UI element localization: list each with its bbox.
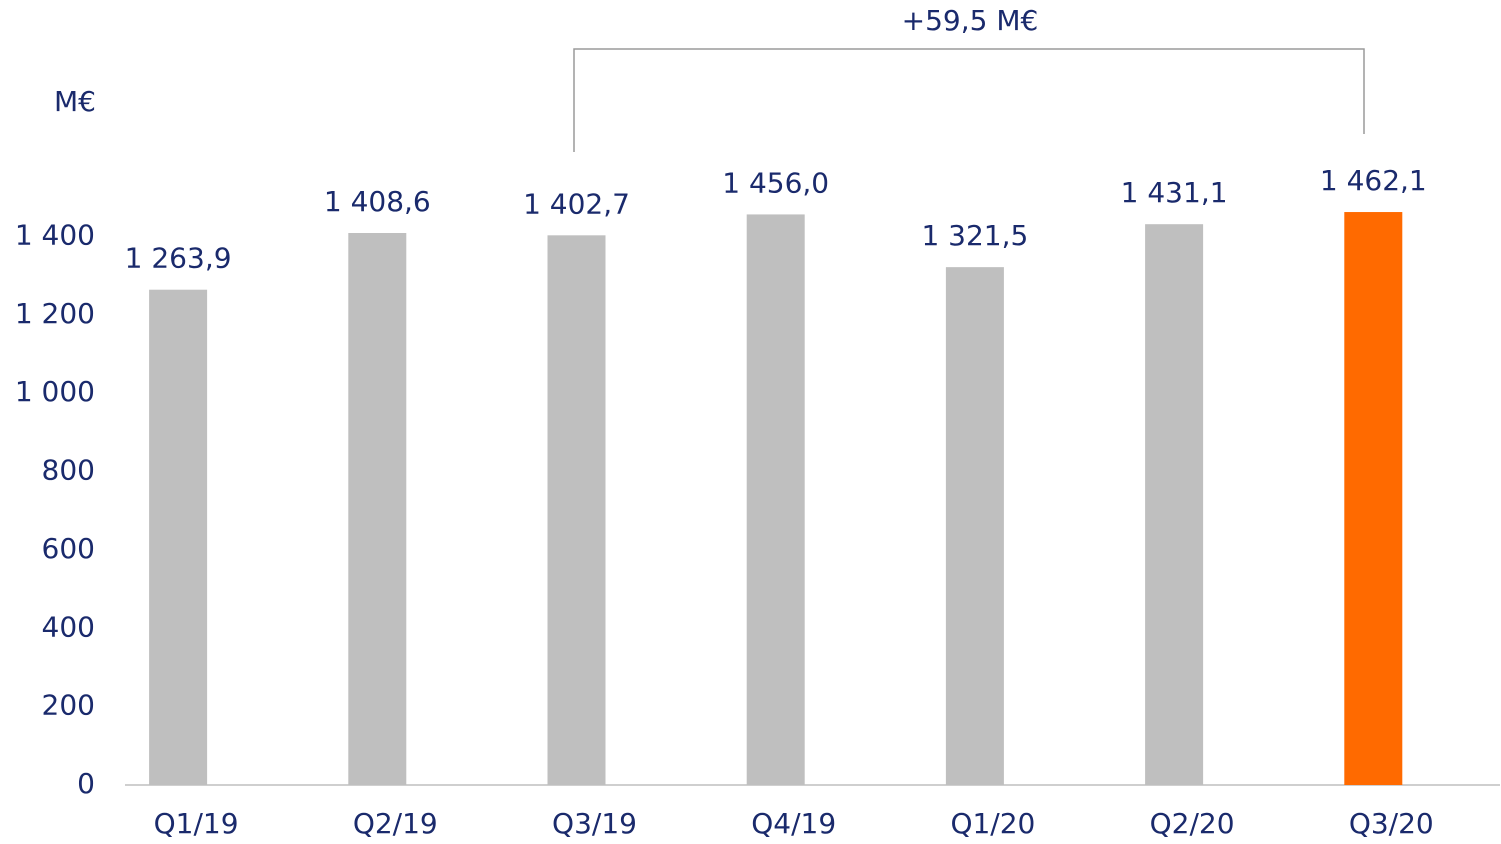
y-tick-label: 1 000: [15, 375, 95, 408]
value-label: 1 263,9: [125, 242, 232, 275]
bar: [348, 233, 407, 785]
x-tick-label: Q3/19: [552, 807, 637, 840]
y-tick-label: 1 400: [15, 218, 95, 251]
x-tick-label: Q1/20: [950, 807, 1035, 840]
bar: [149, 289, 208, 785]
value-label: 1 456,0: [722, 166, 829, 199]
bar: [746, 214, 805, 785]
bar: [1344, 212, 1403, 786]
bar: [1145, 224, 1204, 785]
y-tick-label: 400: [42, 610, 95, 643]
bar: [945, 267, 1004, 785]
y-tick-label: 600: [42, 532, 95, 565]
value-label: 1 462,1: [1320, 164, 1427, 197]
bar: [547, 235, 606, 785]
value-label: 1 402,7: [523, 187, 630, 220]
value-label: 1 408,6: [324, 185, 431, 218]
value-label: 1 321,5: [921, 219, 1028, 252]
value-label: 1 431,1: [1121, 176, 1228, 209]
annotation: +59,5 M€: [902, 4, 1039, 37]
annotation-bracket: [573, 48, 1365, 152]
y-tick-label: 800: [42, 454, 95, 487]
x-tick-label: Q4/19: [751, 807, 836, 840]
y-tick-label: 0: [77, 767, 95, 800]
y-tick-label: 1 200: [15, 297, 95, 330]
y-tick-label: 200: [42, 689, 95, 722]
x-tick-label: Q1/19: [154, 807, 239, 840]
x-tick-label: Q2/20: [1150, 807, 1235, 840]
x-tick-label: Q2/19: [353, 807, 438, 840]
unit-label: M€: [54, 85, 96, 118]
x-tick-label: Q3/20: [1349, 807, 1434, 840]
